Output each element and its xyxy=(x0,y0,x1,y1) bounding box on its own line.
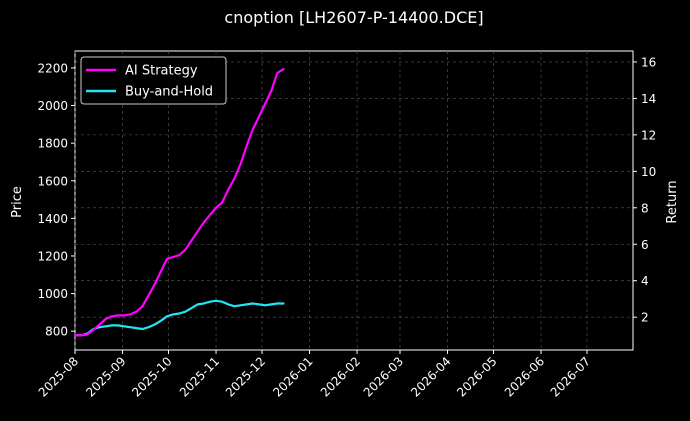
y2-tick-label: 4 xyxy=(641,274,649,288)
x-tick-label: 2026-07 xyxy=(548,354,593,399)
y2-tick-label: 6 xyxy=(641,238,649,252)
x-tick-label: 2025-09 xyxy=(83,354,128,399)
y2-tick-label: 10 xyxy=(641,165,656,179)
y2-tick-label: 14 xyxy=(641,92,656,106)
x-tick-label: 2025-10 xyxy=(129,354,174,399)
legend-box xyxy=(80,56,227,105)
x-tick-label: 2026-04 xyxy=(408,354,453,399)
y-tick-label: 1600 xyxy=(37,174,68,188)
x-tick-label: 2026-05 xyxy=(454,354,499,399)
x-tick-label: 2026-06 xyxy=(502,354,547,399)
y-tick-label: 1400 xyxy=(37,212,68,226)
legend-label: Buy-and-Hold xyxy=(125,85,213,100)
y2-tick-label: 2 xyxy=(641,311,649,325)
y2-axis-ticks: 2 4 6 8 10 12 14 16 xyxy=(633,55,656,325)
y-axis-ticks: 800 1000 1200 1400 1600 1800 2000 2200 xyxy=(37,61,75,339)
y-tick-label: 1800 xyxy=(37,137,68,151)
y-axis-label: Price xyxy=(10,186,25,218)
x-tick-label: 2025-11 xyxy=(177,354,222,399)
x-axis-ticks: 2025-08 2025-09 2025-10 2025-11 2025-12 2026-… xyxy=(36,350,593,400)
x-tick-label: 2025-08 xyxy=(36,354,81,399)
x-tick-label: 2025-12 xyxy=(223,354,268,399)
y-tick-label: 1000 xyxy=(37,287,68,301)
legend-label: AI Strategy xyxy=(125,64,198,79)
y2-tick-label: 12 xyxy=(641,128,656,142)
y-tick-label: 2000 xyxy=(37,99,68,113)
y-tick-label: 800 xyxy=(45,325,68,339)
y-tick-label: 1200 xyxy=(37,249,68,263)
x-tick-label: 2026-02 xyxy=(318,354,363,399)
x-tick-label: 2026-03 xyxy=(361,354,406,399)
y2-axis-label: Return xyxy=(665,180,680,223)
series-line xyxy=(73,299,285,337)
y-tick-label: 2200 xyxy=(37,61,68,75)
y2-tick-label: 8 xyxy=(641,201,649,215)
legend: AI Strategy Buy-and-Hold xyxy=(80,56,227,105)
chart-title: cnoption [LH2607-P-14400.DCE] xyxy=(224,8,483,27)
series-line xyxy=(73,68,285,337)
y2-tick-label: 16 xyxy=(641,55,656,69)
x-tick-label: 2026-01 xyxy=(270,354,315,399)
series-lines xyxy=(73,68,285,337)
